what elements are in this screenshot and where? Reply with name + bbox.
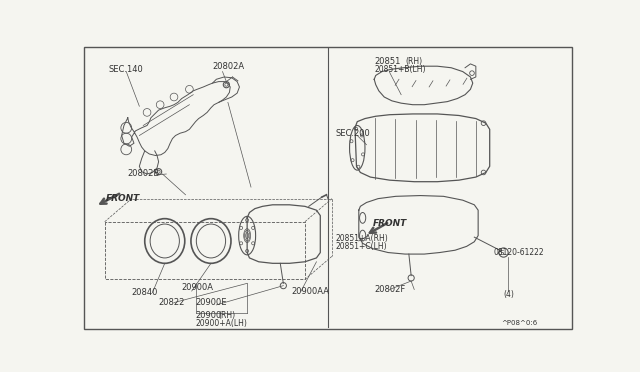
Text: 20840: 20840 [132,288,158,297]
Text: FRONT: FRONT [372,219,407,228]
Text: 20802F: 20802F [374,285,406,294]
Text: 20900: 20900 [196,311,222,320]
Text: S: S [499,250,504,256]
Text: SEC.140: SEC.140 [109,65,143,74]
Text: SEC.200: SEC.200 [336,129,371,138]
Text: 20851+B(LH): 20851+B(LH) [374,65,426,74]
Text: 20900E: 20900E [196,298,227,307]
Text: 20822: 20822 [159,298,185,307]
Text: 20900A: 20900A [182,283,214,292]
Text: 08120-61222: 08120-61222 [493,248,544,257]
Text: FRONT: FRONT [106,194,141,203]
Text: ^P08^0:6: ^P08^0:6 [501,320,538,326]
Text: 20851: 20851 [374,57,401,66]
Text: (RH): (RH) [405,57,422,66]
Text: 20851+C(LH): 20851+C(LH) [336,242,387,251]
Text: (4): (4) [504,291,515,299]
Text: 20851+A(RH): 20851+A(RH) [336,234,388,243]
Text: 20802A: 20802A [212,62,244,71]
Text: 20802B: 20802B [128,170,160,179]
Text: 20900AA: 20900AA [291,286,329,295]
Text: 20900+A(LH): 20900+A(LH) [196,319,248,328]
Text: (RH): (RH) [219,311,236,320]
